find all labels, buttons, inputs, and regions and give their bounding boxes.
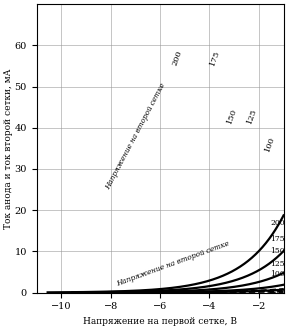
X-axis label: Напряжение на первой сетке, В: Напряжение на первой сетке, В xyxy=(83,317,237,326)
Text: 125: 125 xyxy=(245,107,258,124)
Text: 150: 150 xyxy=(225,107,238,124)
Text: 100: 100 xyxy=(264,135,276,153)
Text: 200: 200 xyxy=(270,218,284,226)
Text: 125: 125 xyxy=(270,260,284,268)
Y-axis label: Ток анода и ток второй сетки, мА: Ток анода и ток второй сетки, мА xyxy=(4,68,13,229)
Text: 200: 200 xyxy=(171,49,184,66)
Text: 150: 150 xyxy=(270,248,284,255)
Text: 175: 175 xyxy=(208,49,221,67)
Text: 100: 100 xyxy=(270,270,284,278)
Text: Напряжение на второй сетке: Напряжение на второй сетке xyxy=(104,81,167,191)
Text: 175: 175 xyxy=(270,235,284,243)
Text: Напряжение на второй сетке: Напряжение на второй сетке xyxy=(115,240,230,288)
